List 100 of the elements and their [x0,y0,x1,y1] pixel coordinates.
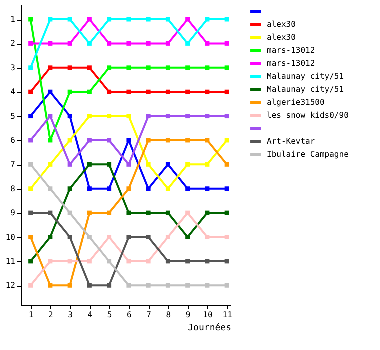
point [186,41,190,46]
point [166,235,170,240]
point [205,41,210,46]
point [87,162,92,167]
point [126,138,132,143]
point [146,66,151,70]
legend-label: alex30 [267,20,296,29]
point [224,210,230,216]
point [28,283,34,288]
point [87,17,92,22]
point [224,162,230,167]
point [28,66,34,70]
point [68,114,72,119]
point [166,259,170,264]
point [68,186,72,192]
point [28,138,34,143]
x-axis-title: Journées [188,322,232,334]
x-tick-label: 1 [28,310,34,320]
point [166,138,170,143]
point [68,162,72,167]
point [28,235,34,240]
point [107,186,112,192]
point [166,114,170,119]
point [68,259,72,264]
point [146,41,151,46]
point [166,90,170,94]
point [224,283,230,288]
point [224,186,230,192]
legend-label: mars-13012 [267,59,316,68]
point [48,90,53,94]
point [224,138,230,143]
point [87,41,92,46]
x-tick-label: 3 [68,310,74,320]
point [87,210,92,216]
y-tick-label: 7 [10,160,16,170]
point [224,114,230,119]
point [146,162,151,167]
y-tick-label: 5 [10,112,16,121]
point [205,186,210,192]
point [186,186,190,192]
point [186,90,190,94]
point [146,17,151,22]
point [166,41,170,46]
y-tick-label: 2 [10,39,16,48]
point [107,259,112,264]
x-tick-label: 7 [146,310,152,320]
line-series [28,138,230,288]
point [224,259,230,264]
point [126,283,132,288]
point [186,259,190,264]
point [166,186,170,192]
point [205,138,210,143]
y-tick-label: 12 [6,281,16,290]
point [166,17,170,22]
point [205,66,210,70]
point [48,259,53,264]
point [166,210,170,216]
point [126,210,132,216]
point [146,186,151,192]
legend-label: Malaunay city/51 [267,72,344,81]
point [146,235,151,240]
x-tick-label: 4 [88,310,93,320]
point [205,235,210,240]
point [87,259,92,264]
y-tick-label: 10 [6,232,16,242]
point [186,210,190,216]
y-tick-label: 4 [10,88,16,97]
point [146,259,151,264]
point [205,283,210,288]
point [68,235,72,240]
point [186,17,190,22]
point [205,259,210,264]
point [68,17,72,22]
point [68,210,72,216]
point [48,41,53,46]
point [126,162,132,167]
point [87,235,92,240]
point [166,283,170,288]
point [107,90,112,94]
legend-label: Ibulaire Campagne [267,150,350,159]
point [205,162,210,167]
point [28,162,34,167]
point [224,41,230,46]
point [107,17,112,22]
x-tick-label: 10 [203,310,213,320]
point [224,90,230,94]
point [68,90,72,94]
legend-label: algerie31500 [267,98,325,107]
x-tick-label: 9 [186,310,191,320]
legend-label: Malaunay city/51 [267,85,344,94]
point [68,41,72,46]
point [224,66,230,70]
point [48,114,53,119]
point [186,138,190,143]
point [126,17,132,22]
point [166,66,170,70]
point [205,114,210,119]
point [48,186,53,192]
point [224,235,230,240]
point [28,186,34,192]
